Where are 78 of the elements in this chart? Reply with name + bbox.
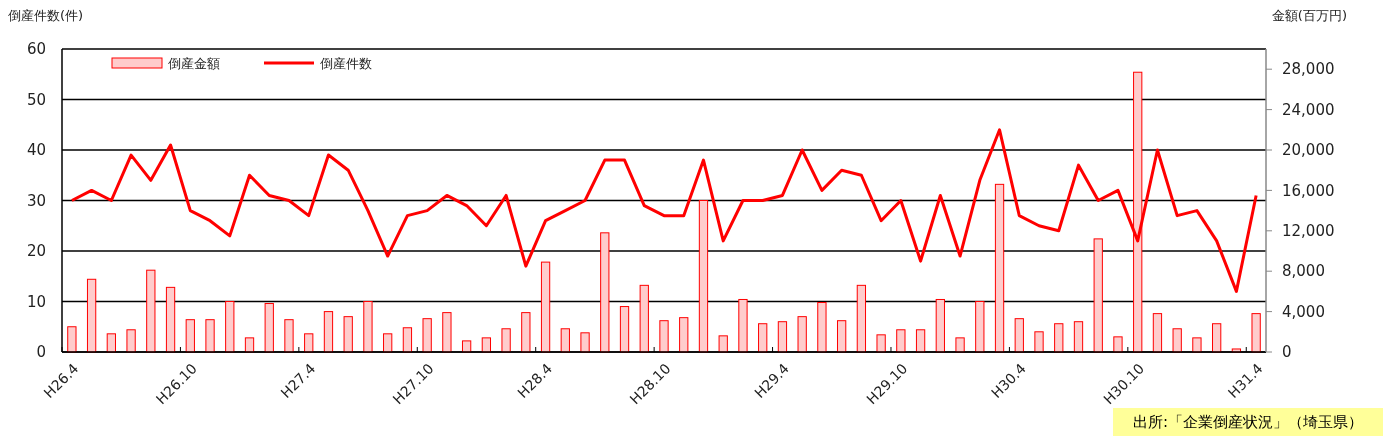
y2-tick-label: 24,000 bbox=[1282, 100, 1335, 119]
bar bbox=[836, 320, 847, 353]
bar bbox=[856, 284, 867, 353]
bar bbox=[106, 333, 116, 353]
legend-label: 倒産件数 bbox=[320, 55, 372, 71]
bar bbox=[915, 329, 926, 353]
y2-tick-label: 0 bbox=[1282, 343, 1292, 362]
y-tick-label: 50 bbox=[26, 90, 46, 109]
bar bbox=[383, 333, 393, 353]
y-tick-label: 60 bbox=[26, 40, 46, 59]
bar bbox=[185, 319, 195, 353]
bar bbox=[600, 232, 610, 353]
y2-tick-label: 4,000 bbox=[1282, 302, 1325, 321]
bar bbox=[1212, 323, 1222, 353]
bar bbox=[876, 334, 886, 353]
bar bbox=[1152, 313, 1163, 353]
bar bbox=[1073, 321, 1084, 353]
y2-tick-label: 16,000 bbox=[1282, 181, 1335, 200]
bar bbox=[501, 328, 511, 353]
y2-axis-title: 金額(百万円) bbox=[1271, 8, 1347, 23]
y-tick-label: 30 bbox=[26, 191, 46, 210]
bar bbox=[718, 335, 728, 353]
y-tick-label: 40 bbox=[26, 141, 46, 160]
bar bbox=[165, 286, 176, 353]
bar bbox=[955, 337, 965, 353]
bar bbox=[935, 298, 945, 353]
bar bbox=[521, 312, 531, 353]
text: 出所:「企業倒産状況」（埼玉県） bbox=[1132, 413, 1364, 432]
bar bbox=[540, 261, 551, 353]
bar bbox=[1192, 337, 1202, 353]
bar bbox=[817, 302, 827, 353]
bar bbox=[580, 332, 590, 353]
bar bbox=[225, 301, 235, 353]
y2-tick-label: 8,000 bbox=[1282, 262, 1325, 281]
bar bbox=[639, 284, 649, 353]
bar bbox=[994, 183, 1005, 353]
bar bbox=[442, 312, 452, 353]
bar bbox=[1054, 323, 1064, 353]
bar bbox=[363, 301, 373, 353]
bar bbox=[343, 316, 353, 353]
bar bbox=[244, 337, 255, 353]
y-tick-label: 0 bbox=[36, 343, 46, 362]
bar bbox=[402, 327, 413, 353]
bar bbox=[86, 278, 97, 353]
bar bbox=[1113, 336, 1123, 353]
bar bbox=[264, 303, 274, 353]
bar bbox=[422, 318, 432, 353]
y-tick-label: 20 bbox=[26, 242, 46, 261]
bar bbox=[323, 311, 334, 353]
legend-label: 倒産金額 bbox=[168, 55, 220, 71]
bar bbox=[67, 326, 77, 353]
y2-tick-label: 20,000 bbox=[1282, 141, 1335, 160]
bar bbox=[896, 329, 906, 353]
bar bbox=[284, 319, 294, 353]
bar bbox=[481, 337, 492, 353]
bar bbox=[758, 323, 768, 353]
bar bbox=[1014, 318, 1024, 353]
y2-tick-label: 28,000 bbox=[1282, 60, 1335, 79]
y-axis-title: 倒産件数(件) bbox=[8, 8, 84, 23]
bar bbox=[659, 320, 669, 353]
bar bbox=[975, 301, 985, 353]
bar bbox=[205, 319, 215, 353]
bar bbox=[1172, 328, 1182, 353]
y-tick-label: 10 bbox=[26, 292, 46, 311]
bar bbox=[619, 306, 630, 353]
bar bbox=[146, 269, 156, 353]
bar bbox=[1034, 331, 1044, 353]
bar bbox=[698, 200, 709, 353]
y2-tick-label: 12,000 bbox=[1282, 222, 1335, 241]
bar bbox=[304, 333, 314, 353]
bar bbox=[679, 317, 689, 353]
bar bbox=[560, 328, 570, 353]
bar bbox=[1251, 313, 1261, 353]
bar bbox=[738, 298, 748, 353]
bar bbox=[777, 321, 788, 353]
bar bbox=[797, 316, 807, 353]
bar bbox=[126, 329, 136, 353]
bar bbox=[1093, 238, 1103, 353]
